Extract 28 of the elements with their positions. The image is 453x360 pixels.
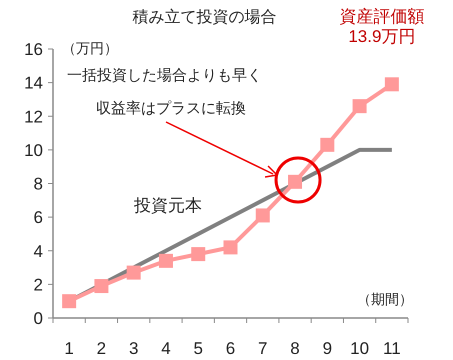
y-tick-label: 10: [24, 140, 43, 160]
y-tick-label: 6: [34, 208, 43, 228]
y-tick-label: 2: [34, 275, 43, 294]
x-tick-label: 2: [96, 339, 106, 358]
x-tick-label: 8: [290, 339, 300, 358]
y-tick-label: 0: [34, 309, 43, 328]
x-tick-label: 10: [350, 339, 370, 358]
x-tick-label: 4: [161, 339, 171, 358]
y-tick-label: 12: [24, 107, 43, 126]
annotation: 収益率はプラスに転換: [96, 100, 246, 117]
text: 資産評価額: [339, 7, 424, 26]
x-tick-label: 9: [322, 339, 332, 358]
y-tick-label: 8: [34, 174, 43, 194]
x-tick-label: 6: [226, 339, 236, 358]
y-tick-label: 4: [34, 242, 43, 261]
data-label: 13.9万円: [348, 27, 416, 46]
y-tick-label: 16: [24, 40, 43, 59]
x-tick-label: 5: [193, 339, 203, 358]
point: [384, 77, 399, 92]
x-tick-label: 11: [383, 339, 401, 358]
x-tick-label: 3: [128, 339, 138, 358]
x-tick-label: 1: [64, 339, 74, 358]
x-tick-label: 7: [258, 339, 268, 358]
y-tick-label: 14: [24, 74, 43, 93]
point: [352, 99, 367, 114]
chart-title: 積み立て投資の場合: [132, 8, 277, 26]
annotation: 一括投資した場合よりも早く: [67, 67, 262, 84]
y-axis-title: （万円）: [62, 40, 118, 56]
